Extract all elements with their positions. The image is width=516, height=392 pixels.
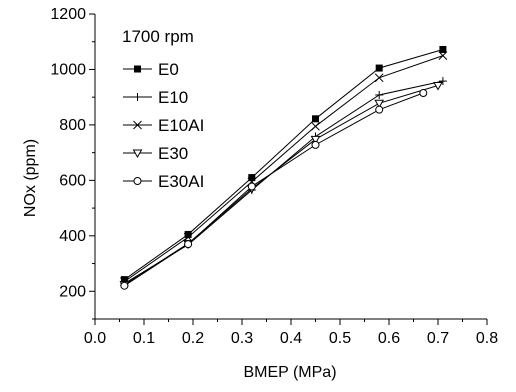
point-e30-4	[374, 99, 385, 109]
axes: 0.0 0.1 0.2 0.3 0.4 0.5 0.6 0.7 0.8 200 400 600 800 1…	[50, 6, 498, 347]
x-tick-label: 0.2	[182, 330, 204, 347]
legend-label-e10: E10	[158, 88, 188, 107]
point-e30ai-2	[247, 182, 256, 191]
x-tick-label: 0.6	[378, 330, 400, 347]
legend-marker-e10ai-b	[133, 120, 142, 130]
point-e10ai-4	[374, 73, 384, 83]
x-tick-label: 0.1	[133, 330, 155, 347]
point-e0-4	[375, 64, 383, 72]
legend-label-e10ai: E10AI	[158, 116, 204, 135]
point-e10ai-3	[311, 121, 320, 131]
point-e30ai-0	[120, 281, 129, 290]
series-layer	[119, 45, 448, 290]
annotation-label: 1700 rpm	[122, 27, 194, 46]
legend-label-e0: E0	[158, 60, 179, 79]
legend-label-e30ai: E30AI	[158, 172, 204, 191]
legend-item-e30: E30	[123, 144, 188, 163]
x-tick-label: 0.5	[329, 330, 351, 347]
point-e30ai-3	[311, 140, 320, 149]
point-e10ai-1	[183, 232, 193, 242]
y-tick-label: 1200	[50, 6, 86, 23]
point-e10ai-3-b	[311, 121, 320, 131]
point-e10-4	[375, 90, 384, 99]
legend-item-e10: E10	[123, 88, 188, 107]
point-e0-2	[248, 174, 256, 182]
series-line-e10ai	[124, 55, 444, 282]
legend: E0 E10 E10AI E30 E30AI	[123, 60, 204, 191]
series-e30ai	[120, 89, 428, 290]
point-e0-3	[312, 115, 319, 123]
y-tick-label: 1000	[50, 61, 86, 78]
point-e30-3	[310, 135, 321, 145]
x-axis-label: BMEP (MPa)	[243, 364, 336, 381]
legend-item-e0: E0	[123, 60, 179, 79]
x-tick-label: 0.8	[476, 330, 498, 347]
point-e0-1	[184, 230, 192, 238]
y-tick-label: 600	[59, 172, 86, 189]
legend-marker-e10	[133, 93, 142, 101]
point-e10ai-5	[438, 51, 448, 60]
series-line-e30ai	[124, 92, 424, 287]
x-tick-label: 0.3	[231, 330, 253, 347]
series-line-e0	[124, 49, 444, 281]
x-tick-label: 0.0	[84, 330, 106, 347]
x-tick-label: 0.7	[427, 330, 449, 347]
point-e10ai-1-b	[183, 232, 193, 242]
y-tick-label: 400	[59, 228, 86, 245]
x-tick-label: 0.4	[280, 330, 302, 347]
point-e0-5	[439, 45, 447, 53]
point-e10ai-4-b	[374, 73, 384, 83]
point-e30-5	[433, 82, 443, 91]
legend-marker-e0	[134, 65, 141, 73]
point-e10ai-5-b	[438, 51, 448, 60]
legend-marker-e30	[132, 149, 143, 159]
series-line-e30	[124, 85, 439, 286]
y-axis-label: NOx (ppm)	[22, 139, 39, 217]
legend-item-e10ai: E10AI	[123, 116, 204, 135]
point-e30ai-1	[184, 240, 193, 249]
legend-label-e30: E30	[158, 144, 188, 163]
point-e30ai-4	[375, 105, 384, 114]
series-e10ai	[120, 51, 448, 286]
legend-marker-e30ai	[133, 177, 142, 185]
legend-item-e30ai: E30AI	[123, 172, 204, 191]
legend-marker-e10ai	[133, 120, 142, 130]
y-tick-label: 800	[59, 117, 86, 134]
point-e10-5	[438, 77, 447, 86]
y-tick-label: 200	[59, 283, 86, 300]
point-e30ai-5	[419, 89, 428, 98]
